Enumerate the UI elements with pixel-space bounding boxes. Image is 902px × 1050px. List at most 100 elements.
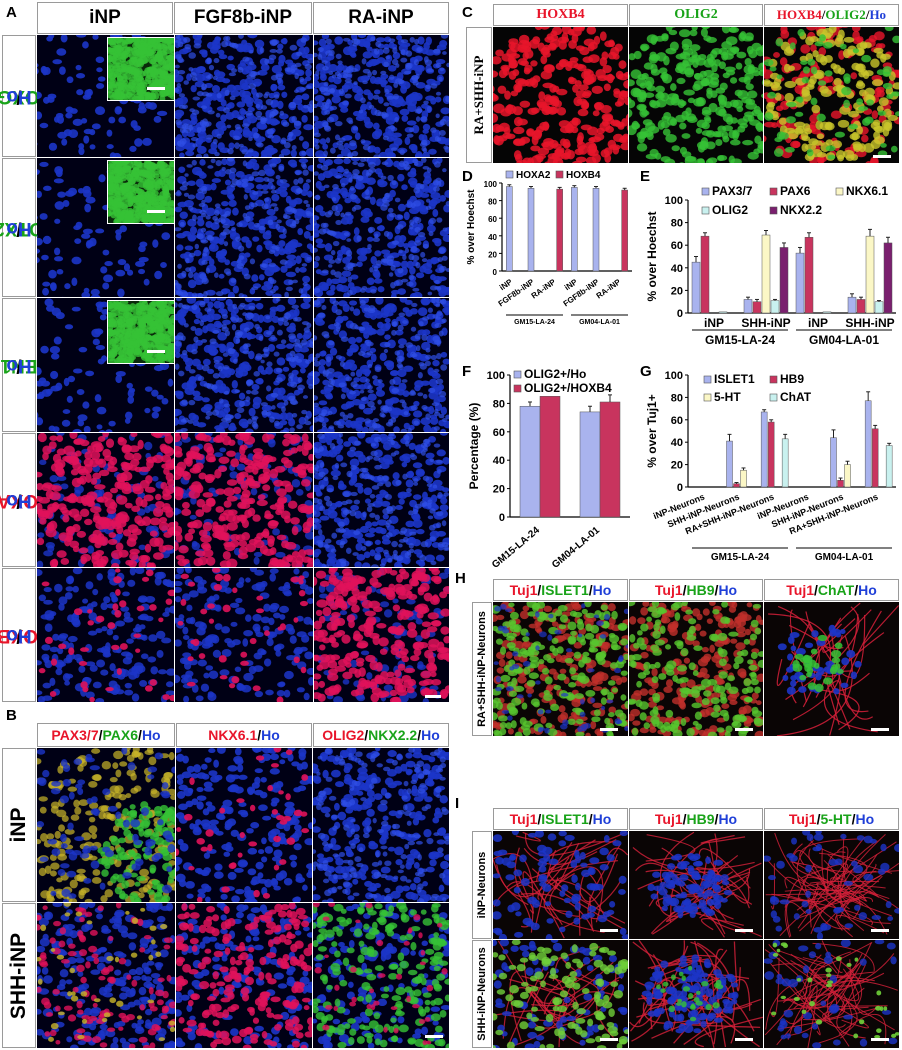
- legend-label: OLIG2: [712, 203, 748, 217]
- label-part: Ho: [141, 727, 161, 743]
- panel-letter-c: C: [462, 4, 473, 21]
- y-axis-label: % over Tuj1+: [645, 394, 659, 467]
- bar: [592, 188, 600, 272]
- inset-green-a-r2: [107, 160, 175, 224]
- bar: [539, 396, 561, 518]
- x-tick-label: RA-iNP: [595, 277, 623, 301]
- bar: [760, 411, 768, 488]
- label-part: Tuj1: [786, 582, 814, 598]
- micrograph-a-r2-c2: [175, 158, 313, 297]
- y-tick-label: 20: [488, 250, 497, 259]
- micrograph-h-c3: [764, 602, 899, 736]
- y-tick-label: 60: [488, 215, 497, 224]
- legend-label: ISLET1: [714, 372, 755, 386]
- label-part: Tuj1: [654, 582, 683, 598]
- label-part: ISLET1: [541, 582, 589, 598]
- label-part: Ho: [6, 490, 32, 511]
- panel-b-col-header-1: PAX3/7/PAX6/Ho: [37, 723, 175, 747]
- label-part: Tuj1: [509, 811, 538, 827]
- x-tick-label: SHH-iNP: [741, 316, 790, 330]
- bar: [767, 421, 775, 488]
- micrograph-a-r1-c2: [175, 35, 313, 157]
- label-part: /: [865, 7, 870, 22]
- y-tick-label: 0: [677, 482, 683, 494]
- micrograph-a-r5-c1: [37, 568, 174, 702]
- y-tick-label: 20: [671, 285, 683, 297]
- scale-bar: [425, 1035, 443, 1038]
- legend-label: HOXA2: [516, 170, 551, 181]
- label-part: Ho: [855, 811, 875, 827]
- bar: [726, 440, 733, 488]
- micrograph-i-r1-c1: [493, 831, 628, 939]
- y-axis-label: % over Hoechst: [466, 189, 477, 265]
- y-tick-label: 40: [493, 455, 505, 467]
- micrograph-a-r4-c1: [37, 433, 174, 567]
- legend-swatch: [703, 375, 712, 384]
- bar: [822, 311, 832, 314]
- bar: [804, 237, 814, 314]
- label-part: PAX6: [102, 727, 139, 743]
- x-tick-label: iNP: [704, 316, 724, 330]
- panel-c-row-header: RA+SHH-iNP: [466, 27, 492, 163]
- bar: [844, 464, 851, 488]
- label-part: /: [588, 582, 593, 598]
- legend-label: OLIG2+/HOXB4: [524, 381, 612, 395]
- legend-label: 5-HT: [714, 390, 741, 404]
- legend-label: HB9: [780, 372, 804, 386]
- micrograph-b-r1-c2: [176, 748, 312, 902]
- label-part: HB9: [686, 582, 715, 598]
- bar: [885, 445, 893, 488]
- panel-c-col-header-3: HOXB4/OLIG2/Ho: [764, 4, 899, 26]
- label-part: /: [588, 811, 593, 827]
- label-part: Tuj1: [654, 811, 683, 827]
- label-part: /: [714, 582, 719, 598]
- scale-bar: [600, 929, 618, 932]
- legend-swatch: [769, 393, 778, 402]
- legend-swatch: [701, 187, 710, 196]
- bar: [506, 186, 513, 272]
- scale-bar: [147, 350, 165, 353]
- micrograph-i-r2-c2: [629, 940, 763, 1048]
- micrograph-i-r2-c1: [493, 940, 628, 1048]
- scale-bar: [735, 1038, 753, 1041]
- label-part: HOXB4: [776, 7, 822, 22]
- label-part: Ho: [718, 582, 738, 598]
- label-part: /: [364, 727, 369, 743]
- panel-a-col-header-inp: iNP: [37, 2, 173, 34]
- y-tick-label: 100: [665, 370, 683, 382]
- label-part: /: [682, 811, 687, 827]
- x-tick-label: GM15-LA-24: [490, 525, 542, 568]
- panel-i-row-header-shh-inp-neurons: SHH-iNP-Neurons: [472, 940, 492, 1048]
- chart-e: 0 20 40 60 80 100 % over Hoechst iNP SHH-iNP iNP S…: [645, 184, 896, 347]
- micrograph-i-r2-c3: [764, 940, 899, 1048]
- bar: [743, 299, 753, 314]
- panel-a-col-header-ra-inp: RA-iNP: [313, 2, 449, 34]
- bar: [871, 428, 879, 488]
- label-part: /: [138, 727, 142, 743]
- scale-bar: [871, 1038, 889, 1041]
- label-part: Tuj1: [788, 811, 817, 827]
- panel-c-col-header-2: OLIG2: [629, 4, 763, 26]
- legend-swatch: [701, 206, 710, 215]
- group-label: GM04-LA-01: [809, 333, 879, 347]
- legend-swatch: [513, 384, 522, 393]
- micrograph-h-c1: [493, 602, 628, 736]
- panel-a-row-header-3: EN1/Ho: [1, 298, 37, 432]
- panel-i-col-header-3: Tuj1/5-HT/Ho: [764, 808, 899, 830]
- label-part: /: [814, 582, 818, 598]
- micrograph-c-c2: [629, 27, 763, 163]
- group-label: GM04-LA-01: [579, 319, 620, 326]
- legend-label: PAX3/7: [712, 184, 753, 198]
- label-part: Tuj1: [509, 582, 538, 598]
- y-tick-label: 80: [488, 198, 497, 207]
- scale-bar: [873, 155, 891, 158]
- label-part: 5-HT: [820, 811, 852, 827]
- legend-swatch: [555, 170, 564, 179]
- micrograph-a-r1-c3: [314, 35, 449, 157]
- micrograph-b-r1-c1: [37, 748, 175, 902]
- panel-letter-i: I: [455, 795, 460, 812]
- panel-a-row-header-2: OTX2/Ho: [0, 158, 44, 297]
- y-axis-label: % over Hoechst: [645, 211, 659, 301]
- micrograph-b-r2-c1: [37, 903, 175, 1048]
- legend-label: PAX6: [780, 184, 811, 198]
